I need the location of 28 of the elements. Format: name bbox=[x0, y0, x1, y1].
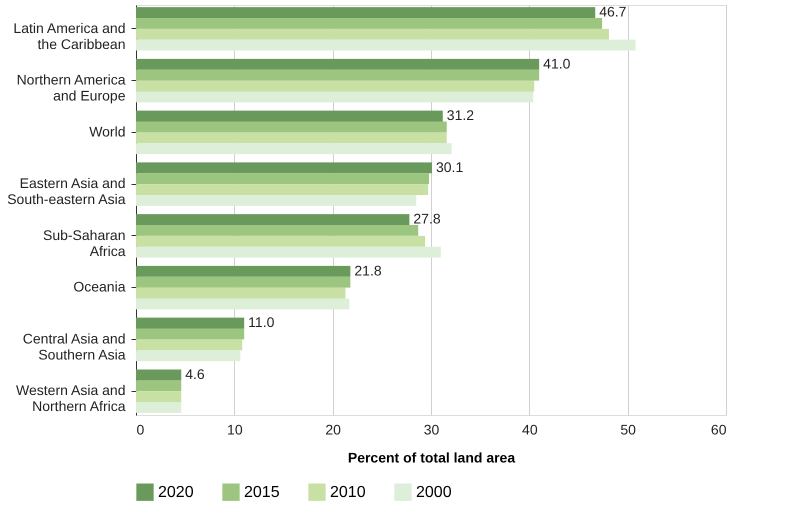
y-tick-label: Sub-Saharan Africa bbox=[42, 226, 126, 259]
data-label: 46.7 bbox=[599, 4, 627, 20]
data-label: 21.8 bbox=[354, 262, 382, 278]
x-axis-title: Percent of total land area bbox=[348, 450, 516, 466]
x-tick-label: 10 bbox=[227, 422, 243, 438]
data-label: 27.8 bbox=[413, 210, 441, 227]
y-tick-label: Eastern Asia and South-eastern Asia bbox=[7, 175, 126, 208]
y-tick-label: Central Asia and Southern Asia bbox=[22, 330, 126, 362]
y-tick-label: Latin America and the Caribbean bbox=[13, 20, 126, 52]
data-label: 41.0 bbox=[543, 55, 571, 72]
x-tick-label: 60 bbox=[710, 422, 727, 438]
legend-label: 2020 bbox=[158, 484, 194, 502]
x-tick-label: 30 bbox=[424, 422, 440, 438]
data-label: 30.1 bbox=[436, 158, 464, 175]
data-label: 11.0 bbox=[248, 314, 275, 330]
y-tick-label: Western Asia and Northern Africa bbox=[16, 382, 126, 414]
legend-label: 2000 bbox=[416, 484, 452, 502]
legend-label: 2010 bbox=[330, 484, 366, 502]
x-tick-label: 20 bbox=[325, 422, 342, 438]
legend-label: 2015 bbox=[244, 484, 280, 502]
data-label: 31.2 bbox=[446, 107, 474, 124]
x-tick-label: 0 bbox=[136, 422, 144, 438]
x-tick-label: 40 bbox=[522, 422, 538, 438]
data-label: 4.6 bbox=[185, 366, 205, 382]
y-tick-label: World bbox=[89, 123, 126, 140]
x-tick-label: 50 bbox=[620, 422, 636, 438]
y-tick-label: Oceania bbox=[73, 278, 126, 295]
y-tick-label: Northern America and Europe bbox=[16, 72, 126, 104]
